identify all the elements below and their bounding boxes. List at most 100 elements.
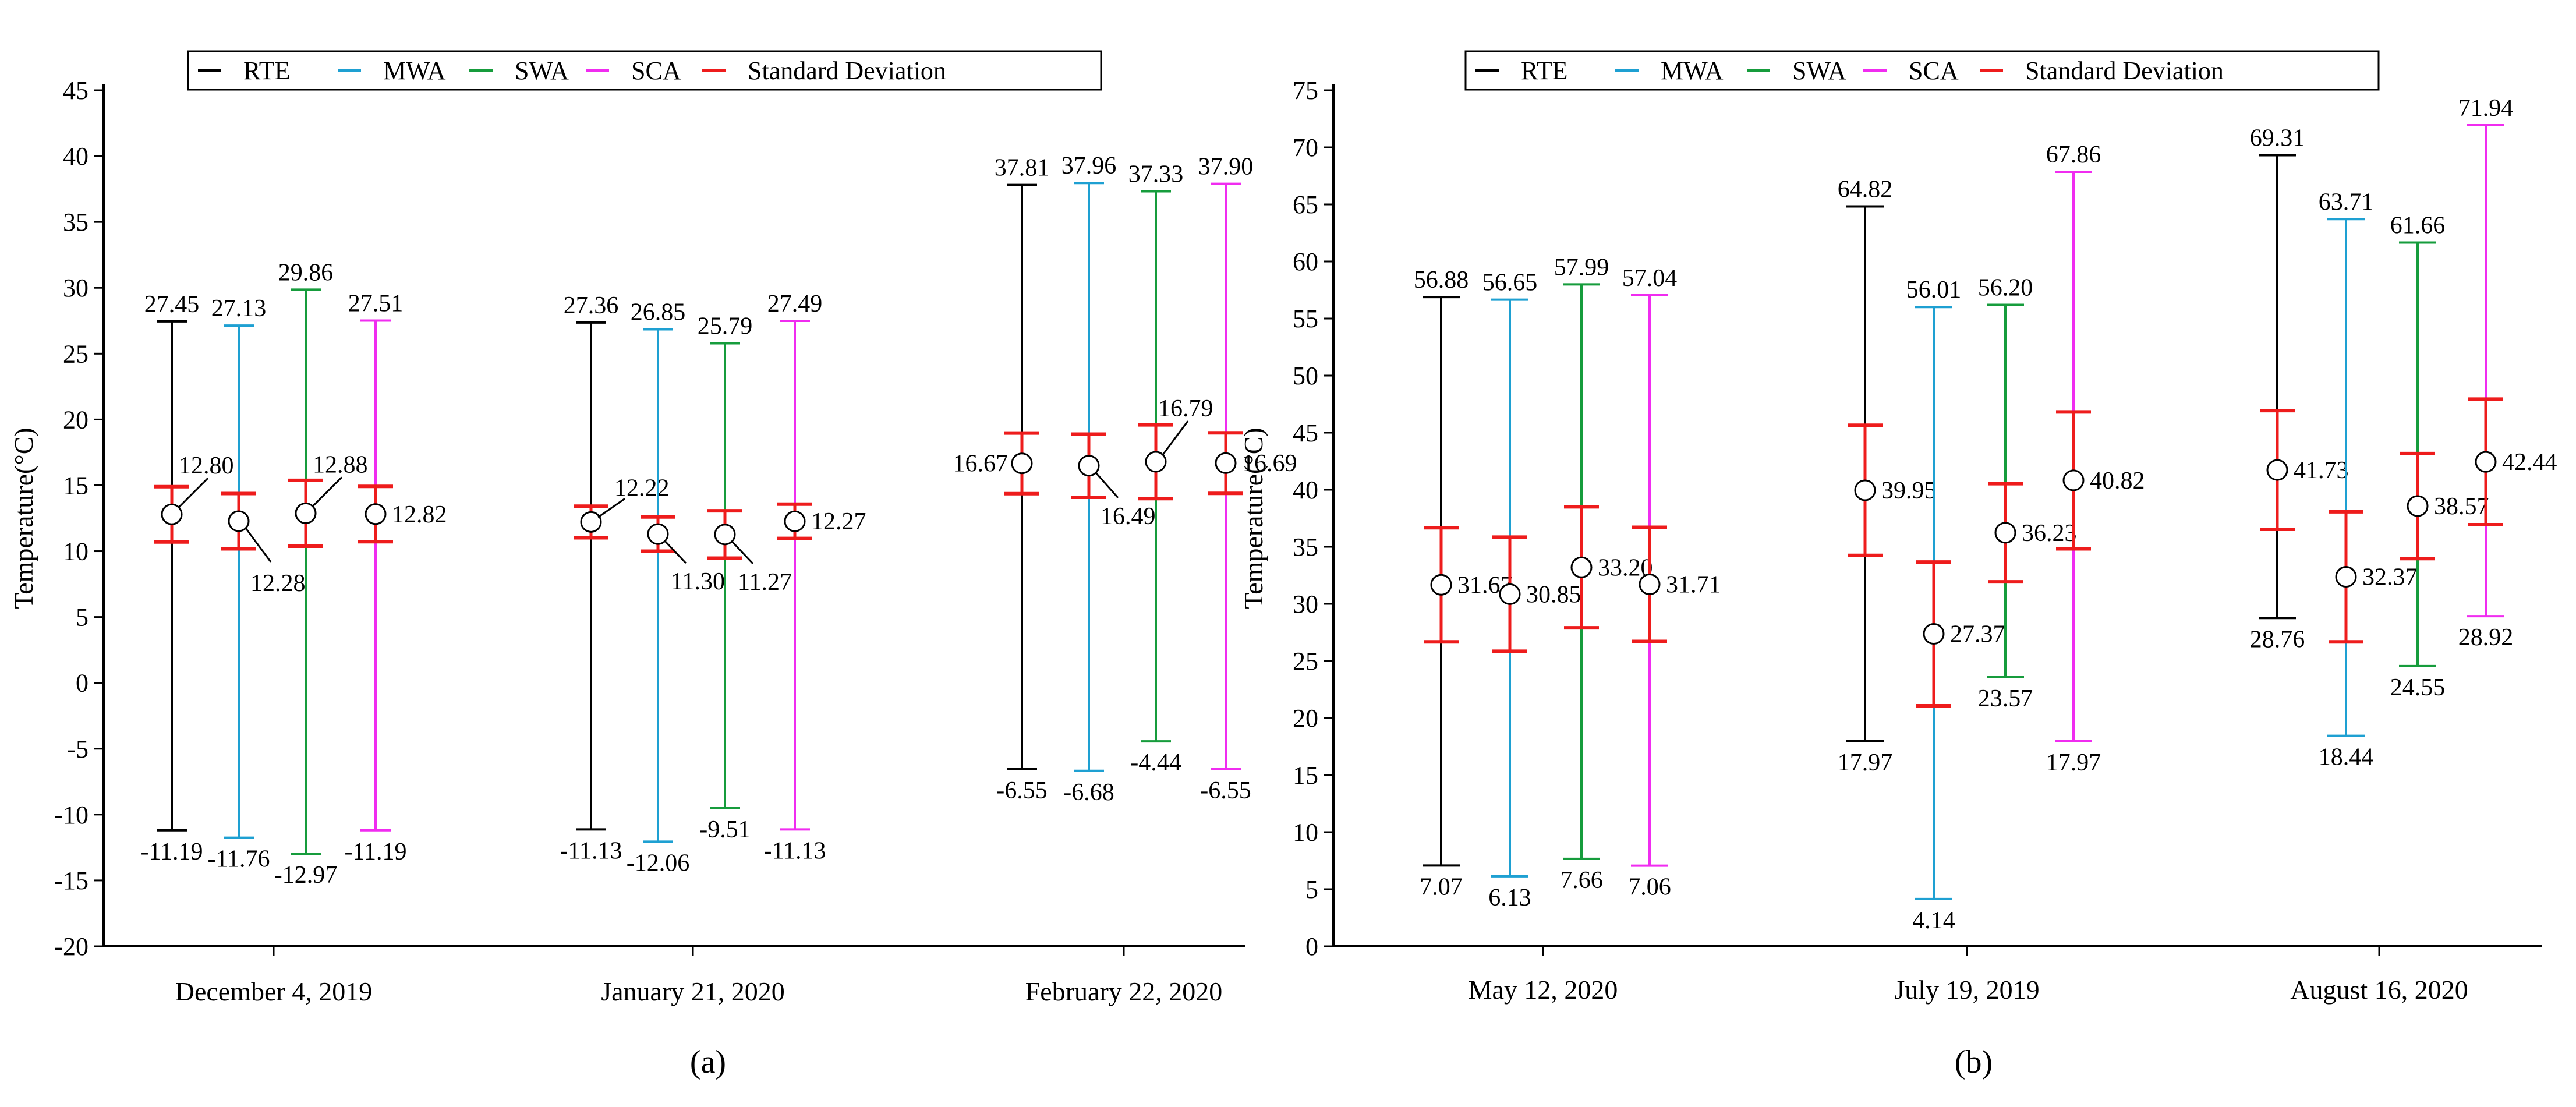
y-tick-label: 40 xyxy=(1293,476,1318,504)
legend-label: SWA xyxy=(1792,56,1846,85)
mean-leader xyxy=(597,498,625,518)
min-label: 6.13 xyxy=(1488,885,1531,911)
max-label: 27.13 xyxy=(211,295,267,322)
max-label: 56.01 xyxy=(1906,277,1962,303)
legend-label: MWA xyxy=(383,56,446,85)
mean-label: 11.27 xyxy=(738,569,792,596)
mean-label: 12.27 xyxy=(811,508,866,535)
y-tick-label: 10 xyxy=(63,537,89,566)
legend-label: SCA xyxy=(631,56,681,85)
min-label: -9.51 xyxy=(699,816,751,843)
mean-point xyxy=(1011,452,1033,475)
mean-point xyxy=(2335,566,2357,588)
y-tick-label: 70 xyxy=(1293,133,1318,162)
max-label: 29.86 xyxy=(278,259,334,286)
legend-label: Standard Deviation xyxy=(2025,56,2224,85)
y-tick-label: 30 xyxy=(63,274,89,302)
max-label: 26.85 xyxy=(631,299,686,326)
min-label: 7.66 xyxy=(1560,867,1603,894)
y-tick-label: -15 xyxy=(54,866,89,895)
mean-point xyxy=(365,503,387,525)
y-axis-title: Temperature(°C) xyxy=(1239,427,1268,609)
min-label: -11.13 xyxy=(560,837,622,864)
mean-label: 12.80 xyxy=(179,452,234,479)
chart-panel-a: -20 -15 -10 -5 0 5 10 15 20 25 30 35 40 45 Temperature… xyxy=(9,50,1297,1080)
mean-point xyxy=(714,524,736,546)
min-label: 23.57 xyxy=(1978,685,2033,712)
min-label: 17.97 xyxy=(2046,749,2101,776)
chart-panel-b: 0 5 10 15 20 25 30 35 40 45 50 55 60 65 70 75 Temperatur… xyxy=(1239,50,2557,1080)
max-label: 67.86 xyxy=(2046,142,2101,168)
mean-point xyxy=(1639,573,1661,595)
mean-point xyxy=(161,503,183,525)
min-label: -11.76 xyxy=(208,846,270,873)
mean-point xyxy=(2407,495,2429,517)
x-tick-label: May 12, 2020 xyxy=(1469,975,1618,1005)
mean-label: 32.37 xyxy=(2362,564,2418,591)
y-tick-label: -20 xyxy=(54,932,89,961)
max-label: 64.82 xyxy=(1838,176,1893,203)
mean-point xyxy=(2475,451,2497,473)
mean-label: 12.88 xyxy=(313,451,368,478)
min-label: -6.55 xyxy=(1200,777,1251,804)
max-label: 37.33 xyxy=(1128,161,1184,188)
min-label: 28.92 xyxy=(2458,624,2514,651)
y-tick-label: 5 xyxy=(76,603,89,632)
max-label: 27.36 xyxy=(564,292,619,319)
mean-label: 16.79 xyxy=(1158,395,1213,422)
legend-label: SWA xyxy=(515,56,569,85)
mean-label: 11.30 xyxy=(671,568,725,595)
legend-label: RTE xyxy=(243,56,290,85)
mean-leader xyxy=(731,540,754,564)
max-label: 69.31 xyxy=(2250,125,2305,152)
y-tick-label: 15 xyxy=(1293,761,1318,790)
mean-point xyxy=(647,523,669,545)
max-label: 56.65 xyxy=(1482,270,1538,296)
panel-caption: (b) xyxy=(1955,1044,1993,1080)
y-tick-label: 20 xyxy=(63,405,89,434)
mean-label: 12.28 xyxy=(250,570,306,597)
max-label: 27.49 xyxy=(767,291,823,317)
min-label: -12.97 xyxy=(274,862,338,889)
min-label: 7.06 xyxy=(1628,874,1671,901)
min-label: 28.76 xyxy=(2250,626,2305,653)
y-tick-label: 5 xyxy=(1305,875,1318,904)
y-tick-label: -5 xyxy=(67,735,89,763)
mean-point xyxy=(1923,623,1945,645)
y-axis-title: Temperature(°C) xyxy=(9,427,38,609)
y-tick-label: 25 xyxy=(1293,647,1318,675)
mean-leader xyxy=(1162,420,1189,455)
min-label: 17.97 xyxy=(1838,749,1893,776)
y-tick-label: 50 xyxy=(1293,362,1318,390)
min-label: -12.06 xyxy=(627,850,690,876)
mean-label: 27.37 xyxy=(1950,621,2005,648)
min-label: 24.55 xyxy=(2390,674,2446,701)
legend-box xyxy=(1464,50,2380,91)
mean-point xyxy=(2266,459,2288,481)
y-tick-label: 25 xyxy=(63,339,89,368)
mean-point xyxy=(1145,451,1167,473)
mean-point xyxy=(1570,556,1593,578)
mean-leader xyxy=(245,528,272,563)
mean-label: 16.67 xyxy=(953,451,1009,478)
legend-label: Standard Deviation xyxy=(748,56,946,85)
x-tick-label: January 21, 2020 xyxy=(601,977,785,1006)
max-label: 56.88 xyxy=(1414,267,1469,293)
max-label: 27.51 xyxy=(348,291,404,317)
max-label: 57.99 xyxy=(1554,254,1609,281)
mean-point xyxy=(2062,469,2085,491)
max-label: 63.71 xyxy=(2319,189,2374,215)
min-label: 4.14 xyxy=(1912,907,1955,934)
max-label: 37.90 xyxy=(1198,154,1254,181)
max-label: 25.79 xyxy=(698,313,753,339)
y-tick-label: 60 xyxy=(1293,247,1318,276)
x-tick-label: August 16, 2020 xyxy=(2290,975,2468,1005)
max-label: 27.45 xyxy=(144,291,200,318)
mean-point xyxy=(1994,522,2016,544)
mean-label: 30.85 xyxy=(1526,581,1581,608)
y-tick-label: 65 xyxy=(1293,190,1318,219)
mean-point xyxy=(295,502,317,524)
panel-caption: (a) xyxy=(690,1044,726,1080)
mean-point xyxy=(580,511,602,533)
